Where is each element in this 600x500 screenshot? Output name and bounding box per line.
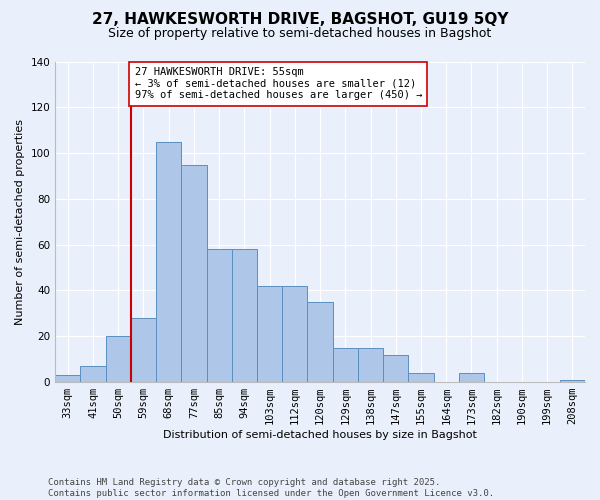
Bar	[358, 348, 383, 382]
Bar	[131, 318, 156, 382]
Bar	[307, 302, 332, 382]
Bar	[55, 375, 80, 382]
Bar	[459, 373, 484, 382]
Bar	[409, 373, 434, 382]
Text: Size of property relative to semi-detached houses in Bagshot: Size of property relative to semi-detach…	[109, 28, 491, 40]
Bar	[257, 286, 282, 382]
Bar	[181, 164, 206, 382]
Text: Contains HM Land Registry data © Crown copyright and database right 2025.
Contai: Contains HM Land Registry data © Crown c…	[48, 478, 494, 498]
Bar	[282, 286, 307, 382]
Y-axis label: Number of semi-detached properties: Number of semi-detached properties	[15, 119, 25, 325]
Bar	[383, 354, 409, 382]
Bar	[80, 366, 106, 382]
X-axis label: Distribution of semi-detached houses by size in Bagshot: Distribution of semi-detached houses by …	[163, 430, 477, 440]
Bar	[560, 380, 585, 382]
Bar	[206, 250, 232, 382]
Text: 27 HAWKESWORTH DRIVE: 55sqm
← 3% of semi-detached houses are smaller (12)
97% of: 27 HAWKESWORTH DRIVE: 55sqm ← 3% of semi…	[134, 67, 422, 100]
Bar	[232, 250, 257, 382]
Bar	[332, 348, 358, 382]
Text: 27, HAWKESWORTH DRIVE, BAGSHOT, GU19 5QY: 27, HAWKESWORTH DRIVE, BAGSHOT, GU19 5QY	[92, 12, 508, 28]
Bar	[156, 142, 181, 382]
Bar	[106, 336, 131, 382]
